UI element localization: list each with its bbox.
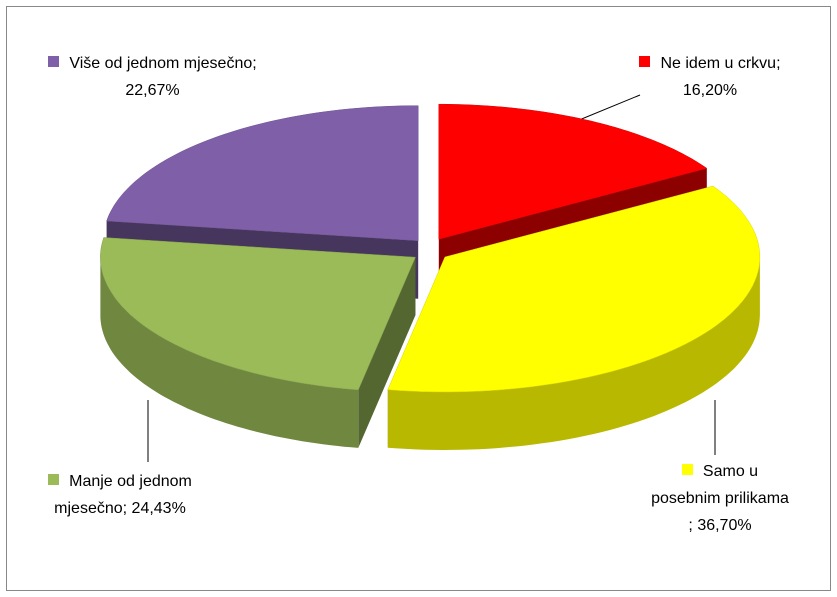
label-text: Manje od jednom mjesečno; 24,43% (54, 473, 192, 517)
slice-top (100, 237, 416, 391)
data-label: Manje od jednom mjesečno; 24,43% (45, 468, 195, 522)
legend-swatch (639, 56, 651, 67)
data-label: Samo u posebnim prilikama ; 36,70% (650, 458, 790, 539)
pie-slice (100, 237, 416, 448)
slice-top (387, 185, 761, 393)
legend-swatch (48, 56, 60, 67)
label-text: Ne idem u crkvu; 16,20% (660, 55, 781, 99)
data-label: Više od jednom mjesečno; 22,67% (45, 50, 260, 104)
data-label: Ne idem u crkvu; 16,20% (620, 50, 800, 104)
slice-outer-side (387, 257, 760, 450)
slice-outer-side (100, 257, 359, 448)
slice-top (438, 103, 708, 240)
pie-slice (387, 185, 761, 450)
label-text: Samo u posebnim prilikama ; 36,70% (651, 463, 789, 534)
legend-swatch (681, 464, 693, 475)
legend-swatch (48, 474, 60, 485)
label-text: Više od jednom mjesečno; 22,67% (69, 55, 257, 99)
slice-top (106, 105, 419, 241)
